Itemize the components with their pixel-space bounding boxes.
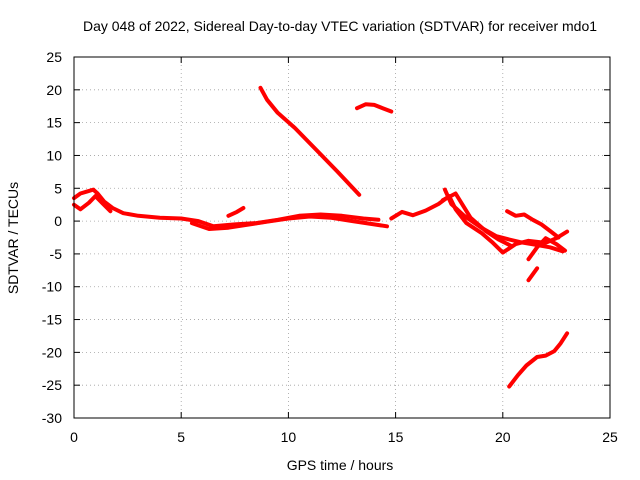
series-arc-high [355, 102, 394, 114]
y-tick-label: -30 [42, 410, 62, 426]
series-arc-midday-low [189, 214, 389, 231]
chart-title: Day 048 of 2022, Sidereal Day-to-day VTE… [83, 18, 597, 34]
y-tick-label: -10 [42, 279, 62, 295]
series-arc-pm-4 [505, 209, 561, 240]
series-arc-pm-2 [442, 187, 565, 254]
y-tick-label: -15 [42, 312, 62, 328]
y-tick-label: 5 [54, 180, 62, 196]
series-arc-diagonal [258, 85, 362, 197]
y-tick-label: -25 [42, 377, 62, 393]
series-arc-pm-1 [389, 194, 570, 255]
y-axis-label: SDTVAR / TECUs [5, 182, 21, 294]
y-tick-label: 15 [46, 115, 62, 131]
x-axis-label: GPS time / hours [287, 457, 394, 473]
y-tick-label: 0 [54, 213, 62, 229]
y-tick-label: 20 [46, 82, 62, 98]
series-group [72, 85, 570, 389]
x-tick-label: 15 [388, 429, 404, 445]
x-tick-label: 5 [177, 429, 185, 445]
series-arc-pm-5 [526, 236, 567, 262]
x-tick-label: 0 [70, 429, 78, 445]
x-tick-label: 20 [495, 429, 511, 445]
y-tick-label: -5 [50, 246, 63, 262]
plot-frame [73, 56, 611, 419]
x-tick-label: 25 [602, 429, 618, 445]
y-tick-labels: 25 20 15 10 5 0 -5 -10 -15 -20 -25 -30 [42, 49, 62, 426]
x-tick-labels: 0 5 10 15 20 25 [70, 429, 618, 445]
series-arc-bump [226, 206, 246, 218]
y-tick-label: -20 [42, 344, 62, 360]
y-tick-label: 10 [46, 147, 62, 163]
y-tick-label: 25 [46, 49, 62, 65]
series-arc-early-low [72, 194, 113, 214]
series-arc-low [507, 331, 570, 389]
series-arc-pm-6 [526, 266, 540, 283]
series-arc-pm-3 [440, 191, 514, 248]
x-tick-label: 10 [281, 429, 297, 445]
